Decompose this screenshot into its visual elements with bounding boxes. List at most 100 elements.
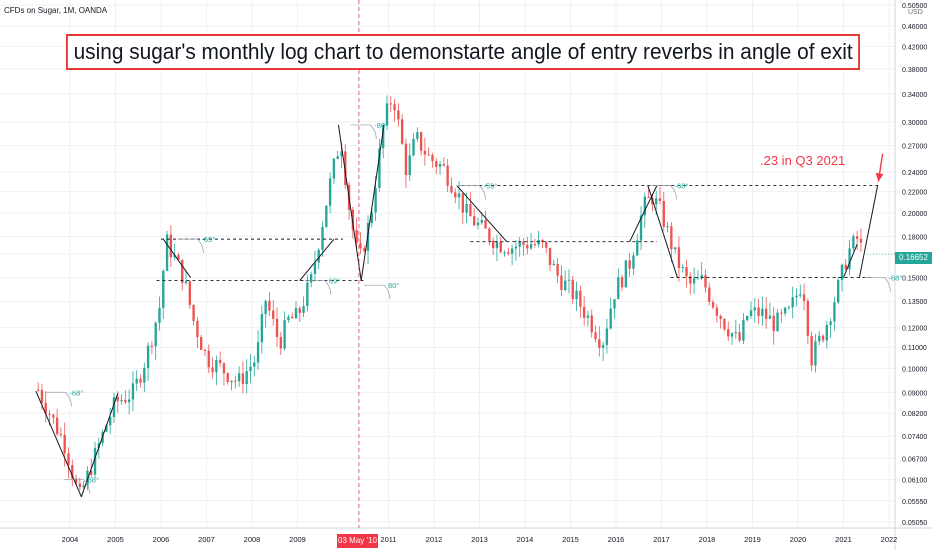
y-tick-label: 0.05050 — [902, 520, 927, 527]
candle-down — [192, 304, 195, 321]
y-tick-label: 0.13500 — [902, 299, 927, 306]
y-tick-label: 0.42000 — [902, 44, 927, 51]
candle-down — [52, 414, 55, 418]
candle-up — [681, 267, 684, 269]
candle-up — [753, 307, 756, 311]
candle-up — [340, 151, 343, 157]
candle-down — [393, 104, 396, 111]
candle-down — [218, 360, 222, 364]
candle-down — [59, 433, 63, 435]
candle-up — [617, 277, 620, 300]
candle-up — [105, 425, 108, 432]
candle-down — [685, 267, 688, 277]
candle-up — [253, 362, 256, 367]
trend-line — [647, 185, 678, 278]
target-arrow-head — [875, 172, 884, 182]
candle-down — [279, 337, 282, 349]
candle-up — [302, 306, 305, 313]
candle-down — [711, 302, 715, 308]
candle-up — [158, 307, 161, 323]
candle-up — [692, 278, 696, 284]
candle-down — [200, 337, 203, 350]
x-tick-label: 2015 — [562, 535, 579, 544]
candle-up — [287, 316, 290, 321]
candle-down — [727, 329, 730, 337]
candle-down — [222, 363, 226, 374]
candle-up — [165, 234, 169, 271]
candle-down — [404, 143, 408, 176]
y-tick-label: 0.46000 — [902, 24, 927, 31]
angle-arc — [63, 479, 90, 494]
y-tick-label: 0.38000 — [902, 67, 927, 74]
candle-down — [764, 308, 768, 319]
candle-down — [571, 279, 574, 300]
candle-down — [400, 119, 404, 144]
candle-up — [601, 344, 605, 348]
candle-down — [177, 255, 180, 260]
candle-down — [590, 315, 593, 333]
candle-up — [655, 198, 658, 205]
candle-down — [594, 332, 597, 340]
candle-up — [370, 212, 373, 224]
candle-up — [109, 417, 112, 426]
candle-up — [673, 247, 677, 250]
candle-down — [78, 483, 82, 488]
candle-down — [647, 196, 650, 198]
y-tick-label: 0.30000 — [902, 120, 927, 127]
candle-up — [852, 236, 855, 249]
candle-down — [268, 300, 271, 311]
y-tick-label: 0.50500 — [902, 3, 927, 10]
candle-up — [636, 240, 639, 256]
y-tick-label: 0.34000 — [902, 92, 927, 99]
candle-up — [131, 383, 135, 400]
symbol-title: CFDs on Sugar, 1M, OANDA — [4, 6, 108, 15]
candle-down — [757, 307, 760, 317]
candle-down — [44, 402, 47, 414]
angle-label: -68° — [69, 388, 83, 397]
angle-arc — [864, 277, 891, 292]
candle-up — [734, 332, 737, 334]
candle-down — [855, 236, 859, 239]
y-tick-label: 0.06700 — [902, 457, 927, 464]
y-tick-label: 0.15000 — [902, 276, 927, 283]
candle-up — [510, 248, 514, 254]
y-tick-label: 0.18000 — [902, 235, 927, 242]
candle-down — [507, 252, 510, 254]
candle-down — [484, 219, 487, 229]
candle-up — [818, 335, 821, 342]
candle-up — [321, 226, 324, 250]
candle-down — [810, 335, 813, 366]
candle-up — [586, 315, 590, 318]
candle-up — [476, 222, 480, 226]
candle-up — [529, 244, 533, 249]
candle-up — [746, 316, 749, 321]
candle-up — [438, 164, 442, 167]
candle-down — [150, 345, 154, 347]
y-tick-label: 0.22000 — [902, 190, 927, 197]
candle-up — [552, 263, 555, 266]
candle-down — [469, 203, 472, 217]
candle-down — [526, 244, 529, 249]
trend-line — [843, 244, 858, 278]
candle-up — [776, 312, 779, 332]
candle-up — [791, 297, 794, 308]
candle-down — [389, 103, 392, 105]
x-tick-label: 2012 — [426, 535, 443, 544]
y-tick-label: 0.24000 — [902, 170, 927, 177]
candle-up — [787, 307, 791, 309]
candle-up — [495, 241, 499, 249]
candle-down — [522, 241, 525, 245]
y-tick-label: 0.05550 — [902, 499, 927, 506]
candle-up — [624, 260, 628, 288]
candle-up — [537, 239, 540, 245]
candle-up — [639, 215, 643, 241]
candle-down — [211, 367, 214, 373]
candle-down — [344, 151, 347, 185]
candle-down — [74, 478, 78, 484]
candle-up — [120, 400, 123, 402]
candle-down — [704, 275, 707, 288]
candle-up — [503, 252, 506, 254]
candle-up — [93, 448, 97, 475]
candle-up — [162, 270, 165, 308]
